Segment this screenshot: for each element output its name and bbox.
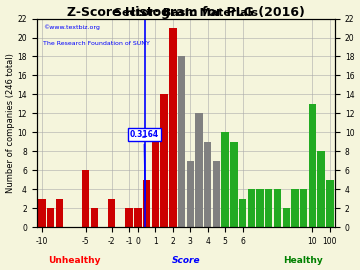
Bar xyxy=(126,208,133,227)
Bar xyxy=(221,132,229,227)
Bar xyxy=(91,208,98,227)
Bar xyxy=(291,189,299,227)
Bar xyxy=(38,199,46,227)
Text: Unhealthy: Unhealthy xyxy=(49,255,101,265)
Bar xyxy=(82,170,89,227)
Text: The Research Foundation of SUNY: The Research Foundation of SUNY xyxy=(42,42,149,46)
Bar xyxy=(186,161,194,227)
Bar xyxy=(326,180,334,227)
Bar xyxy=(169,28,176,227)
Text: Healthy: Healthy xyxy=(283,255,323,265)
Bar xyxy=(230,142,238,227)
Bar xyxy=(178,56,185,227)
Bar xyxy=(239,199,246,227)
Bar xyxy=(160,94,168,227)
Bar xyxy=(108,199,116,227)
Bar xyxy=(195,113,203,227)
Bar xyxy=(134,208,141,227)
Title: Z-Score Histogram for PLG (2016): Z-Score Histogram for PLG (2016) xyxy=(67,6,305,19)
Bar xyxy=(309,104,316,227)
Bar xyxy=(248,189,255,227)
Text: Sector: Basic Materials: Sector: Basic Materials xyxy=(114,8,258,18)
Bar xyxy=(204,142,211,227)
Bar xyxy=(265,189,273,227)
Bar xyxy=(274,189,281,227)
Bar xyxy=(47,208,54,227)
Bar xyxy=(300,189,307,227)
Bar xyxy=(318,151,325,227)
Bar xyxy=(213,161,220,227)
Bar xyxy=(256,189,264,227)
Text: ©www.textbiz.org: ©www.textbiz.org xyxy=(42,25,99,31)
Text: Score: Score xyxy=(172,255,200,265)
Text: 0.3164: 0.3164 xyxy=(130,130,159,201)
Bar xyxy=(56,199,63,227)
Bar xyxy=(143,180,150,227)
Bar xyxy=(283,208,290,227)
Y-axis label: Number of companies (246 total): Number of companies (246 total) xyxy=(5,53,14,193)
Bar xyxy=(152,132,159,227)
